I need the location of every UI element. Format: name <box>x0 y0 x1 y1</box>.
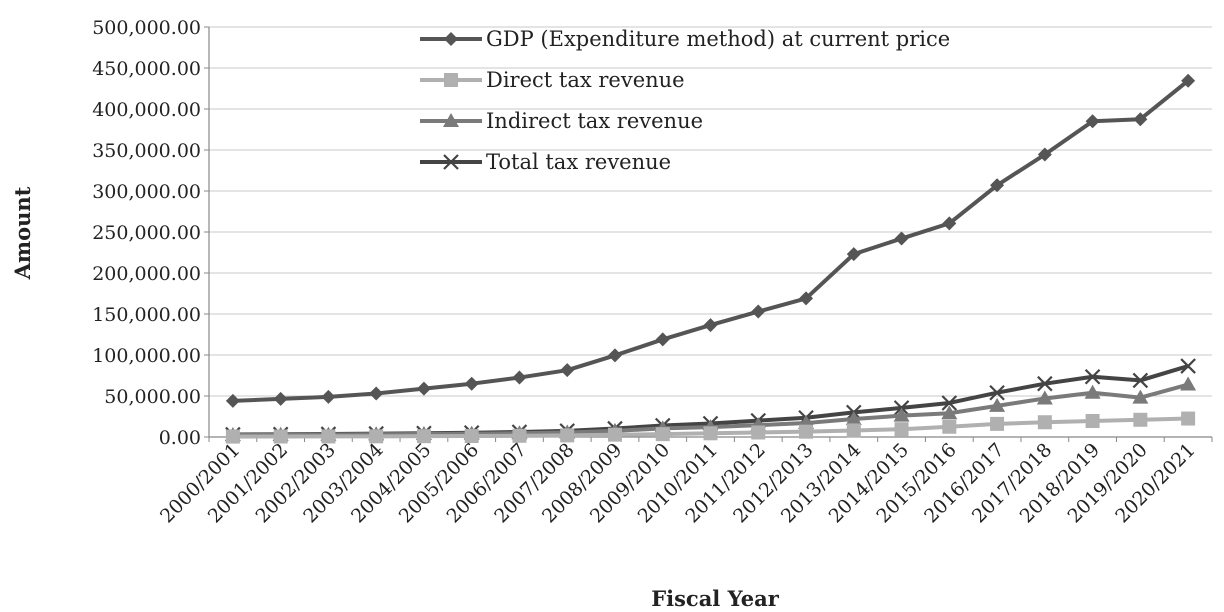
data-point-square <box>369 429 384 444</box>
data-point-x <box>1180 358 1196 374</box>
data-point-diamond <box>703 318 718 333</box>
data-point-diamond <box>1133 112 1148 127</box>
data-point-x <box>1037 375 1053 392</box>
data-point-triangle <box>443 113 459 127</box>
y-tick-label: 350,000.00 <box>92 140 201 162</box>
data-point-diamond <box>369 386 384 401</box>
data-point-square <box>225 429 240 444</box>
data-point-triangle <box>1180 376 1197 391</box>
data-point-diamond <box>464 376 479 391</box>
data-point-square <box>942 419 957 434</box>
data-point-diamond <box>942 216 957 231</box>
data-point-square <box>1133 412 1148 427</box>
data-point-square <box>321 429 336 444</box>
data-point-square <box>560 428 575 443</box>
data-point-square <box>751 425 766 440</box>
legend-label: Total tax revenue <box>486 150 671 174</box>
data-point-diamond <box>655 332 670 347</box>
data-point-square <box>416 429 431 444</box>
legend-label: GDP (Expenditure method) at current pric… <box>486 27 950 51</box>
legend-label: Direct tax revenue <box>486 68 685 92</box>
series-group <box>224 73 1197 444</box>
data-point-square <box>512 428 527 443</box>
data-point-triangle <box>941 405 958 420</box>
data-point-triangle <box>1036 390 1053 405</box>
data-point-square <box>655 427 670 442</box>
x-axis-title: Fiscal Year <box>651 586 780 611</box>
data-point-square <box>799 424 814 439</box>
data-point-square <box>464 429 479 444</box>
series-line <box>232 79 1190 403</box>
data-point-triangle <box>1132 389 1149 404</box>
legend-label: Indirect tax revenue <box>486 109 703 133</box>
x-tick-labels: 2000/20012001/20022002/20032003/20042004… <box>156 439 1200 527</box>
data-point-diamond <box>799 291 814 306</box>
data-point-diamond <box>444 32 458 46</box>
y-tick-label: 150,000.00 <box>92 304 201 326</box>
data-point-diamond <box>321 389 336 404</box>
y-tick-label: 500,000.00 <box>92 17 201 39</box>
data-point-triangle <box>989 397 1006 412</box>
data-point-diamond <box>416 381 431 396</box>
series-diamond <box>225 73 1196 408</box>
data-point-square <box>894 422 909 437</box>
data-point-diamond <box>607 348 622 363</box>
data-point-triangle <box>845 410 862 425</box>
data-point-diamond <box>894 231 909 246</box>
data-point-square <box>273 429 288 444</box>
data-point-diamond <box>1085 114 1100 129</box>
legend: GDP (Expenditure method) at current pric… <box>420 27 950 174</box>
y-tick-label: 100,000.00 <box>92 345 201 367</box>
y-tick-label: 200,000.00 <box>92 263 201 285</box>
data-point-square <box>444 73 458 87</box>
data-point-diamond <box>512 370 527 385</box>
data-point-diamond <box>273 391 288 406</box>
data-point-square <box>1085 414 1100 429</box>
data-point-triangle <box>1084 384 1101 399</box>
data-point-square <box>607 427 622 442</box>
data-point-diamond <box>1181 73 1196 88</box>
data-point-diamond <box>560 363 575 378</box>
data-point-x <box>1084 368 1101 385</box>
y-tick-label: 400,000.00 <box>92 99 201 121</box>
y-tick-label: 0.00 <box>159 427 201 449</box>
data-point-square <box>703 426 718 441</box>
data-point-diamond <box>1037 147 1052 162</box>
data-point-diamond <box>751 304 766 319</box>
gridlines <box>209 26 1212 397</box>
data-point-x <box>443 154 459 170</box>
y-tick-label: 450,000.00 <box>92 58 201 80</box>
data-point-x <box>989 384 1005 401</box>
data-point-x <box>941 395 958 411</box>
data-point-square <box>1181 411 1196 426</box>
y-tick-label: 250,000.00 <box>92 222 201 244</box>
series-square <box>225 411 1196 444</box>
data-point-square <box>846 423 861 438</box>
data-point-diamond <box>225 393 240 408</box>
data-point-x <box>1132 372 1149 389</box>
data-point-diamond <box>846 247 861 262</box>
y-tick-label: 50,000.00 <box>104 386 201 408</box>
y-tick-labels: 0.00 50,000.00 100,000.00 150,000.00 200,000… <box>92 17 201 449</box>
data-point-square <box>990 416 1005 431</box>
data-point-diamond <box>990 178 1005 193</box>
data-point-triangle <box>893 407 910 422</box>
y-axis-title: Amount <box>10 186 35 280</box>
data-point-square <box>1037 415 1052 430</box>
y-tick-label: 300,000.00 <box>92 181 201 203</box>
